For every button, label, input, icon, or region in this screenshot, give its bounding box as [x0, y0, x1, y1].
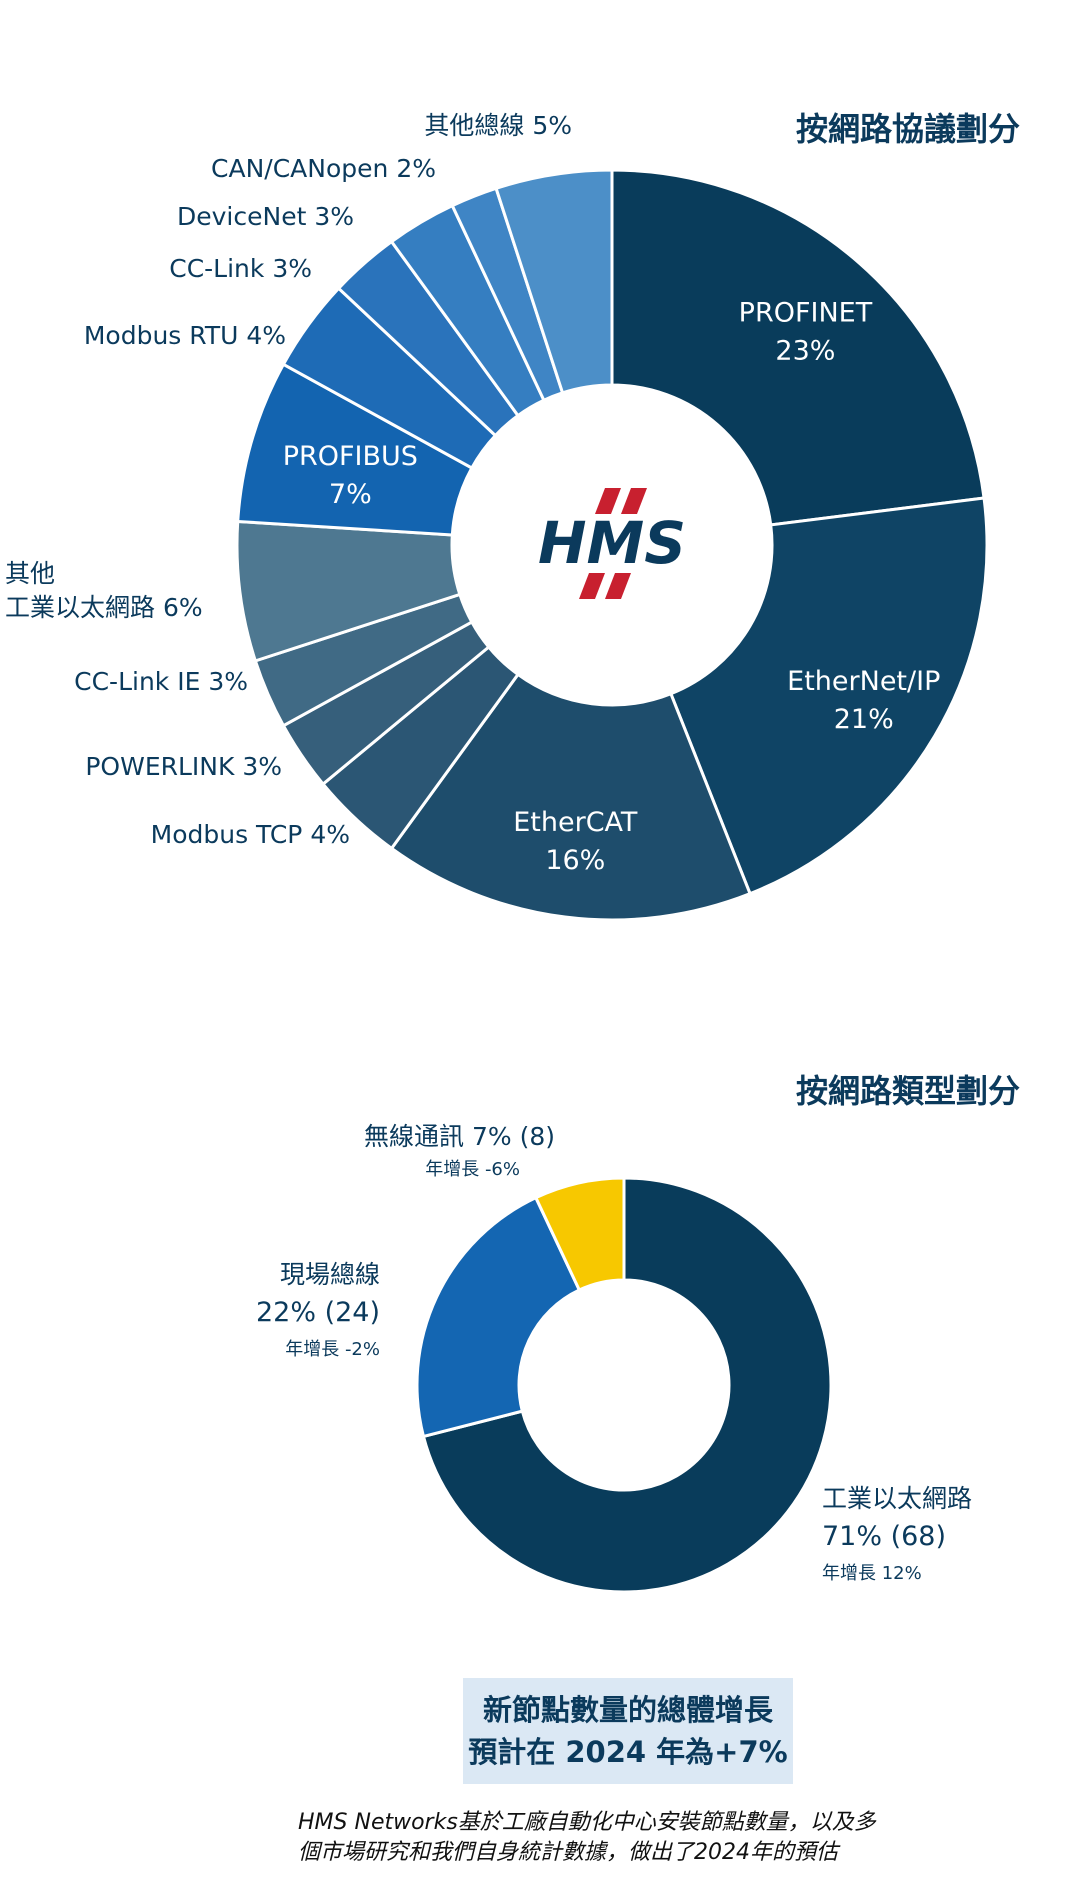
slice-label: EtherCAT: [513, 807, 638, 838]
slice-value: 工業以太網路 6%: [5, 593, 203, 622]
footnote-line-1: HMS Networks基於工廠自動化中心安裝節點數量，以及多: [298, 1810, 876, 1835]
slice-value: 71% (68): [822, 1521, 946, 1552]
slice-label: Modbus TCP 4%: [151, 820, 350, 849]
slice-label: CAN/CANopen 2%: [211, 154, 436, 183]
slice-growth: 年增長 -6%: [425, 1159, 520, 1180]
hms-logo: HMS: [538, 488, 686, 599]
network-type-donut-chart: 工業以太網路 71% (68) 年增長 12% 現場總線 22% (24) 年增長 -2%…: [256, 1122, 972, 1594]
footnote-line-2: 個市場研究和我們自身統計數據，做出了2024年的預估: [298, 1840, 838, 1865]
slice-value: 22% (24): [256, 1297, 380, 1328]
protocol-donut-chart: PROFINET 23% EtherNet/IP 21% EtherCAT 16% Modb…: [5, 111, 989, 922]
slice-label: DeviceNet 3%: [177, 202, 354, 231]
slice-label: 現場總線: [280, 1260, 380, 1289]
slice-value: 23%: [775, 336, 835, 367]
slice-growth: 年增長 -2%: [285, 1339, 380, 1360]
summary-line-2: 預計在 2024 年為+7%: [468, 1735, 788, 1769]
slice-value: 16%: [545, 845, 605, 876]
chart1-title: 按網路協議劃分: [795, 110, 1020, 148]
slice-label: CC-Link IE 3%: [74, 667, 248, 696]
summary-box: 新節點數量的總體增長 預計在 2024 年為+7%: [463, 1678, 793, 1784]
slice-label: 其他總線 5%: [424, 111, 572, 140]
slice-label: Modbus RTU 4%: [84, 321, 286, 350]
slice-profinet: [610, 168, 986, 527]
hms-logo-stroke: [595, 488, 621, 514]
slice-value: 7%: [329, 479, 372, 510]
hms-logo-stroke: [621, 488, 647, 514]
slice-ethernet-ip: [668, 496, 989, 896]
summary-line-1: 新節點數量的總體增長: [482, 1693, 773, 1727]
slice-ethercat: [389, 672, 752, 922]
slice-現場總線: [415, 1195, 582, 1439]
slice-growth: 年增長 12%: [822, 1563, 922, 1584]
slice-label: 工業以太網路: [822, 1484, 972, 1513]
slice-label: PROFINET: [739, 298, 873, 329]
slice-label: 其他: [5, 559, 55, 588]
slice-label: 無線通訊 7% (8): [364, 1122, 555, 1151]
slice-value: 21%: [834, 704, 894, 735]
slice-無線通訊: [533, 1176, 626, 1292]
hms-logo-text: HMS: [538, 509, 686, 577]
slice-label: CC-Link 3%: [169, 254, 312, 283]
slice-label: PROFIBUS: [283, 441, 418, 472]
chart2-title: 按網路類型劃分: [795, 1072, 1020, 1110]
slice-工業以太網路: [421, 1176, 833, 1594]
hms-logo-stroke: [579, 573, 605, 599]
hms-logo-stroke: [605, 573, 631, 599]
slice-其他總線: [494, 168, 614, 395]
slice-label: POWERLINK 3%: [85, 752, 282, 781]
footnote: HMS Networks基於工廠自動化中心安裝節點數量，以及多 個市場研究和我們…: [298, 1808, 938, 1868]
slice-label: EtherNet/IP: [787, 666, 940, 697]
